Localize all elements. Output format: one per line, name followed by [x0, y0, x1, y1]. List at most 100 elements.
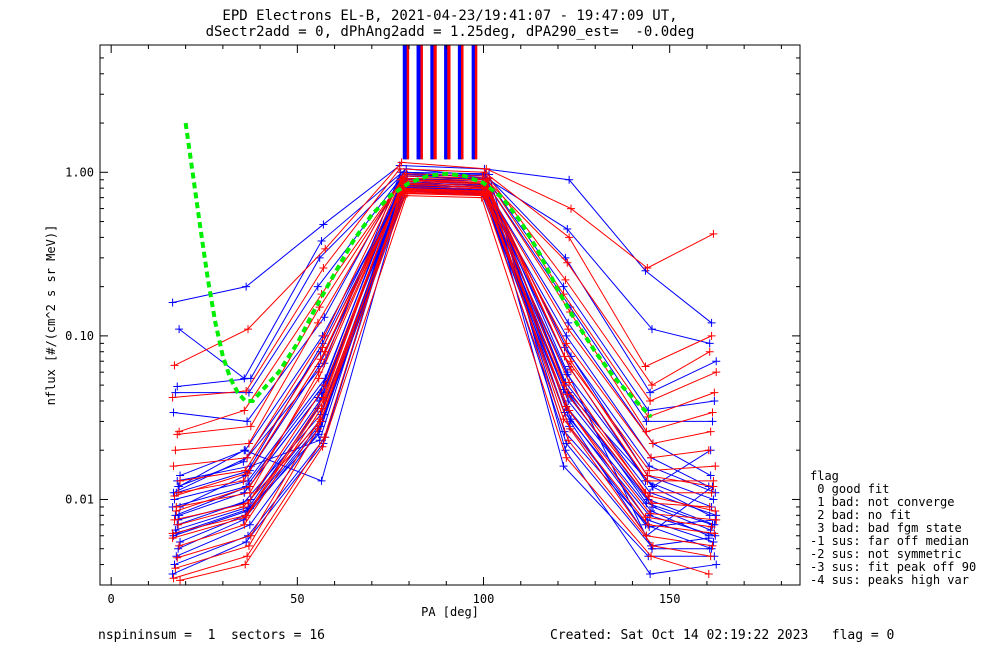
data-point-marker: [710, 388, 719, 397]
series-red-30: [171, 174, 719, 455]
series-blue-10: [175, 181, 714, 520]
data-point-marker: [403, 189, 412, 198]
x-tick-label: 100: [473, 592, 495, 606]
series-line: [172, 165, 712, 324]
data-point-marker: [244, 469, 253, 478]
y-tick-label: 0.01: [65, 492, 94, 506]
data-point-marker: [170, 560, 179, 569]
data-point-marker: [708, 520, 717, 529]
data-point-marker: [707, 488, 716, 497]
data-point-marker: [314, 374, 323, 383]
data-point-marker: [243, 417, 252, 426]
data-point-marker: [707, 331, 716, 340]
data-point-marker: [173, 553, 182, 562]
series-red-41: [176, 189, 715, 585]
x-tick-label: 50: [290, 592, 304, 606]
data-point-marker: [483, 175, 492, 184]
series-line: [175, 177, 715, 451]
series-line: [178, 168, 710, 380]
series-line: [174, 185, 714, 521]
data-point-marker: [321, 244, 330, 253]
data-point-marker: [704, 446, 713, 455]
data-point-marker: [317, 237, 326, 246]
data-point-marker: [561, 446, 570, 455]
data-point-marker: [175, 541, 184, 550]
data-point-marker: [647, 325, 656, 334]
data-point-marker: [646, 388, 655, 397]
data-point-marker: [565, 378, 574, 387]
data-point-marker: [566, 424, 575, 433]
data-point-marker: [711, 462, 720, 471]
data-point-marker: [647, 499, 656, 508]
series-line: [178, 182, 709, 494]
data-point-marker: [709, 482, 718, 491]
legend-item: -2 sus: not symmetric: [810, 547, 962, 561]
series-blue-8: [170, 179, 718, 504]
series-line: [173, 179, 713, 467]
legend-item: 1 bad: not converge: [810, 495, 955, 509]
data-point-marker: [395, 164, 404, 173]
series-line: [174, 183, 714, 500]
data-point-marker: [171, 511, 180, 520]
x-tick-label: 0: [108, 592, 115, 606]
data-point-marker: [171, 388, 180, 397]
data-point-marker: [319, 263, 328, 272]
series-line: [179, 193, 711, 581]
data-point-marker: [239, 502, 248, 511]
series-red-32: [176, 177, 715, 485]
data-point-marker: [172, 507, 181, 516]
series-red-40: [169, 188, 717, 583]
data-point-marker: [706, 427, 715, 436]
series-blue-1: [175, 164, 714, 383]
data-point-marker: [397, 175, 406, 184]
data-point-marker: [646, 509, 655, 518]
data-point-marker: [710, 529, 719, 538]
series-line: [175, 175, 715, 412]
data-point-marker: [243, 453, 252, 462]
data-point-marker: [242, 513, 251, 522]
data-point-marker: [647, 381, 656, 390]
data-point-marker: [171, 446, 180, 455]
legend-item: -3 sus: fit peak off 90: [810, 560, 977, 574]
data-point-marker: [648, 541, 657, 550]
data-point-marker: [563, 225, 572, 234]
data-point-marker: [706, 471, 715, 480]
data-point-marker: [562, 331, 571, 340]
data-point-marker: [397, 158, 406, 167]
data-point-marker: [559, 462, 568, 471]
data-point-marker: [565, 175, 574, 184]
series-line: [177, 185, 717, 526]
data-point-marker: [712, 357, 721, 366]
data-point-marker: [313, 318, 322, 327]
data-point-marker: [173, 430, 182, 439]
data-point-marker: [644, 520, 653, 529]
series-line: [176, 182, 716, 494]
data-point-marker: [565, 406, 574, 415]
y-axis-label: nflux [#/(cm^2 s sr MeV)]: [44, 225, 58, 406]
data-point-marker: [170, 515, 179, 524]
data-point-marker: [175, 325, 184, 334]
data-point-marker: [564, 325, 573, 334]
series-red-29: [173, 171, 721, 439]
legend-item: -1 sus: far off median: [810, 534, 969, 548]
x-tick-label: 150: [659, 592, 681, 606]
data-point-marker: [645, 522, 654, 531]
data-point-marker: [240, 406, 249, 415]
series-line: [174, 179, 714, 497]
data-point-marker: [648, 439, 657, 448]
data-point-marker: [176, 476, 185, 485]
data-point-marker: [646, 396, 655, 405]
peak-spike-group: [402, 45, 478, 160]
data-point-marker: [318, 442, 327, 451]
y-tick-label: 0.10: [65, 329, 94, 343]
data-point-marker: [645, 491, 654, 500]
data-point-marker: [564, 436, 573, 445]
data-point-marker: [705, 339, 714, 348]
series-line: [177, 175, 717, 435]
data-point-marker: [562, 453, 571, 462]
chart-title-line2: dSectr2add = 0, dPhAng2add = 1.25deg, dP…: [205, 24, 695, 40]
series-line: [175, 191, 715, 569]
data-point-marker: [480, 187, 489, 196]
series-red-44: [170, 175, 718, 500]
series-red-26: [170, 158, 718, 370]
